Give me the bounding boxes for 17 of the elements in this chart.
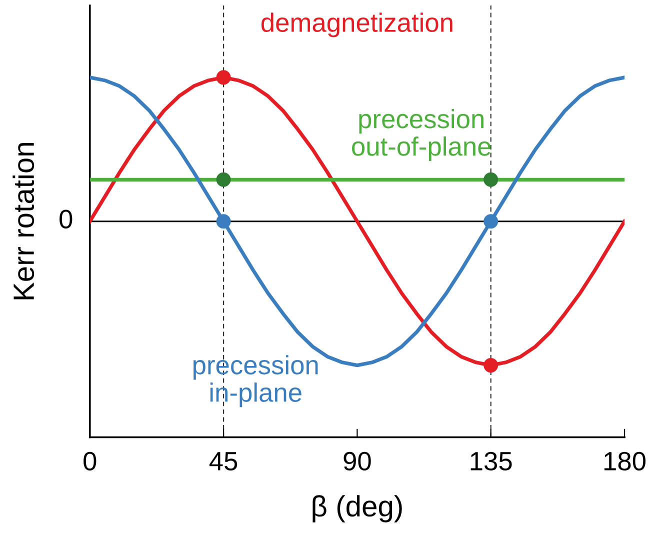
x-tick-label: 135 (470, 452, 512, 471)
point (216, 70, 231, 85)
x-tick-label: 90 (344, 452, 371, 471)
point (484, 358, 498, 373)
point (484, 214, 498, 229)
ref-line-label: 0 (60, 210, 72, 228)
x-tick-label: 180 (604, 452, 646, 471)
x-tick-label: 0 (84, 452, 96, 471)
point (216, 172, 231, 187)
point (216, 214, 231, 229)
series-label: precession in-plane (194, 355, 318, 408)
y-axis-title: Kerr rotation (12, 143, 34, 300)
x-tick-label: 45 (209, 452, 238, 471)
point (484, 172, 498, 187)
series-label: precession out-of-plane (352, 108, 491, 162)
x-axis-title: β (deg) (312, 495, 402, 522)
series-label: demagnetization (261, 12, 452, 38)
